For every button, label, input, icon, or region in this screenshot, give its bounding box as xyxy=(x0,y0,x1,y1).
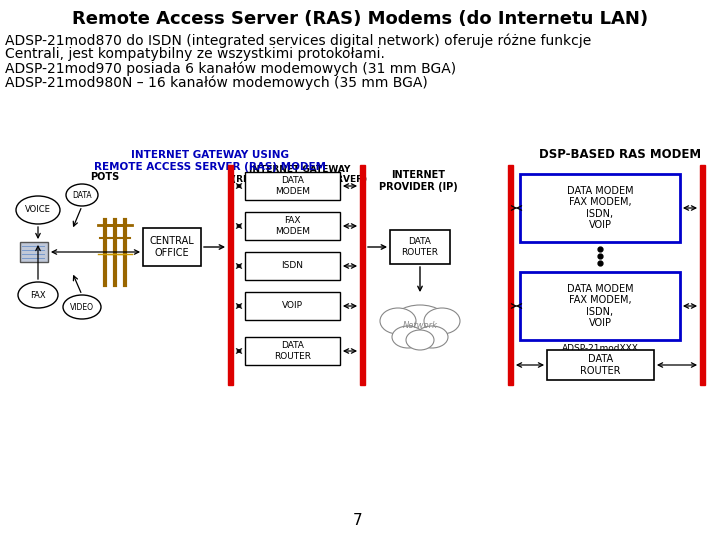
Text: DATA
ROUTER: DATA ROUTER xyxy=(274,341,311,361)
Text: ADSP-21mod970 posiada 6 kanałów modemowych (31 mm BGA): ADSP-21mod970 posiada 6 kanałów modemowy… xyxy=(5,61,456,76)
Text: INTERNET
PROVIDER (IP): INTERNET PROVIDER (IP) xyxy=(379,170,457,192)
Text: DATA
ROUTER: DATA ROUTER xyxy=(402,237,438,256)
Text: VOICE: VOICE xyxy=(25,206,51,214)
Ellipse shape xyxy=(380,308,416,334)
Bar xyxy=(360,165,365,385)
Bar xyxy=(245,337,340,365)
Text: VOIP: VOIP xyxy=(282,301,303,310)
Text: 7: 7 xyxy=(354,513,363,528)
Bar xyxy=(245,252,340,280)
Text: ADSP-21mod870 do ISDN (integrated services digital network) oferuje różne funkcj: ADSP-21mod870 do ISDN (integrated servic… xyxy=(5,33,591,48)
Text: FAX
MODEM: FAX MODEM xyxy=(275,217,310,235)
Ellipse shape xyxy=(66,184,98,206)
Text: Network: Network xyxy=(402,321,438,329)
Text: CENTRAL
OFFICE: CENTRAL OFFICE xyxy=(150,236,194,258)
Ellipse shape xyxy=(406,330,434,350)
Bar xyxy=(228,165,233,385)
Bar xyxy=(20,242,48,262)
Text: ADSP-21modXXX
FAMILY: ADSP-21modXXX FAMILY xyxy=(562,344,639,363)
Text: DATA MODEM
FAX MODEM,
ISDN,
VOIP: DATA MODEM FAX MODEM, ISDN, VOIP xyxy=(567,284,634,328)
Text: VIDEO: VIDEO xyxy=(70,302,94,312)
Text: FAX: FAX xyxy=(30,291,46,300)
Ellipse shape xyxy=(416,326,448,348)
Bar xyxy=(700,165,705,385)
Text: ISDN: ISDN xyxy=(282,261,304,271)
Ellipse shape xyxy=(424,308,460,334)
Bar xyxy=(520,174,680,242)
Text: DATA
ROUTER: DATA ROUTER xyxy=(580,354,621,376)
Ellipse shape xyxy=(63,295,101,319)
Text: Remote Access Server (RAS) Modems (do Internetu LAN): Remote Access Server (RAS) Modems (do In… xyxy=(72,10,648,28)
Bar xyxy=(508,165,513,385)
Bar xyxy=(245,292,340,320)
Text: ADSP-21mod980N – 16 kanałów modemowych (35 mm BGA): ADSP-21mod980N – 16 kanałów modemowych (… xyxy=(5,75,428,90)
Text: DATA: DATA xyxy=(72,191,92,199)
Bar xyxy=(390,230,450,264)
Ellipse shape xyxy=(16,196,60,224)
Bar xyxy=(245,172,340,200)
Text: DSP-BASED RAS MODEM: DSP-BASED RAS MODEM xyxy=(539,148,701,161)
Bar xyxy=(245,212,340,240)
Text: DATA MODEM
FAX MODEM,
ISDN,
VOIP: DATA MODEM FAX MODEM, ISDN, VOIP xyxy=(567,186,634,231)
Text: POTS: POTS xyxy=(91,172,120,182)
Text: INTERNET GATEWAY
(REMOTE ACCESS SERVER): INTERNET GATEWAY (REMOTE ACCESS SERVER) xyxy=(233,165,368,184)
Bar xyxy=(547,350,654,380)
Bar xyxy=(143,228,201,266)
Bar xyxy=(520,272,680,340)
Text: INTERNET GATEWAY USING
REMOTE ACCESS SERVER (RAS) MODEM: INTERNET GATEWAY USING REMOTE ACCESS SER… xyxy=(94,150,326,172)
Ellipse shape xyxy=(392,326,424,348)
Ellipse shape xyxy=(18,282,58,308)
Text: DATA
MODEM: DATA MODEM xyxy=(275,176,310,195)
Ellipse shape xyxy=(390,305,450,345)
Text: Centrali, jest kompatybilny ze wszystkimi protokołami.: Centrali, jest kompatybilny ze wszystkim… xyxy=(5,47,385,61)
